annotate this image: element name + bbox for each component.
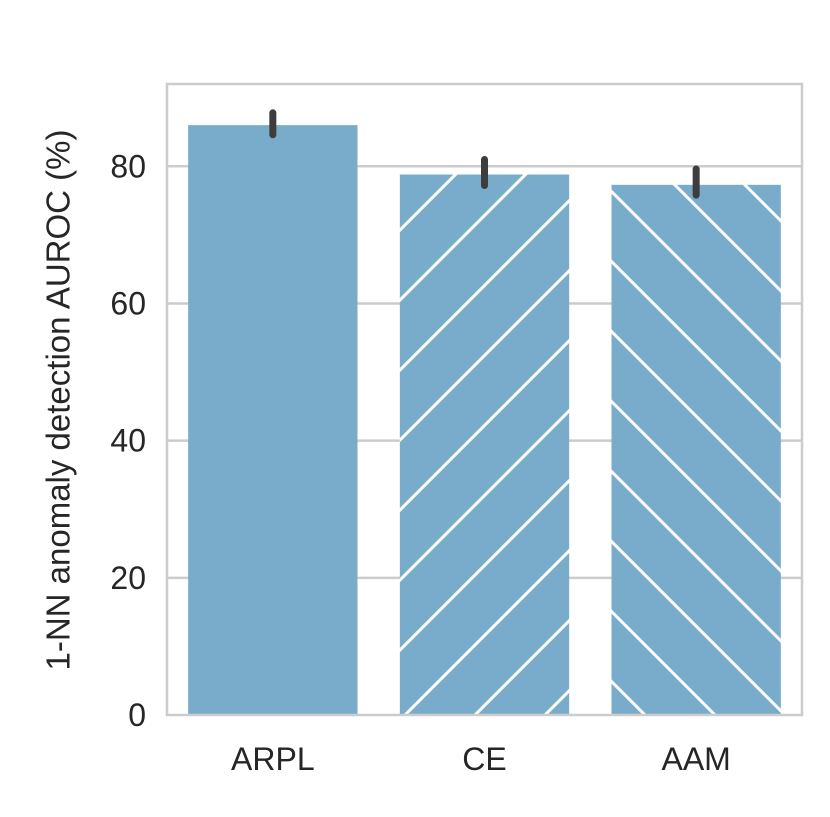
y-tick-label: 0	[128, 697, 146, 733]
bar-ce	[399, 174, 570, 715]
error-bars	[269, 109, 700, 199]
y-axis-title: 1-NN anomaly detection AUROC (%)	[40, 129, 77, 670]
x-tick-labels: ARPL CE AAM	[231, 741, 731, 777]
bar-arpl	[188, 125, 358, 715]
y-tick-label: 80	[110, 148, 146, 184]
y-tick-label: 60	[110, 285, 146, 321]
y-tick-label: 40	[110, 423, 146, 459]
x-tick-label: AAM	[661, 741, 730, 777]
plot-frame	[165, 82, 804, 717]
x-tick-label: CE	[462, 741, 506, 777]
y-tick-label: 20	[110, 560, 146, 596]
bars	[188, 125, 781, 715]
x-tick-label: ARPL	[231, 741, 315, 777]
bar-aam	[611, 184, 781, 715]
y-tick-labels: 0 20 40 60 80	[110, 148, 146, 733]
